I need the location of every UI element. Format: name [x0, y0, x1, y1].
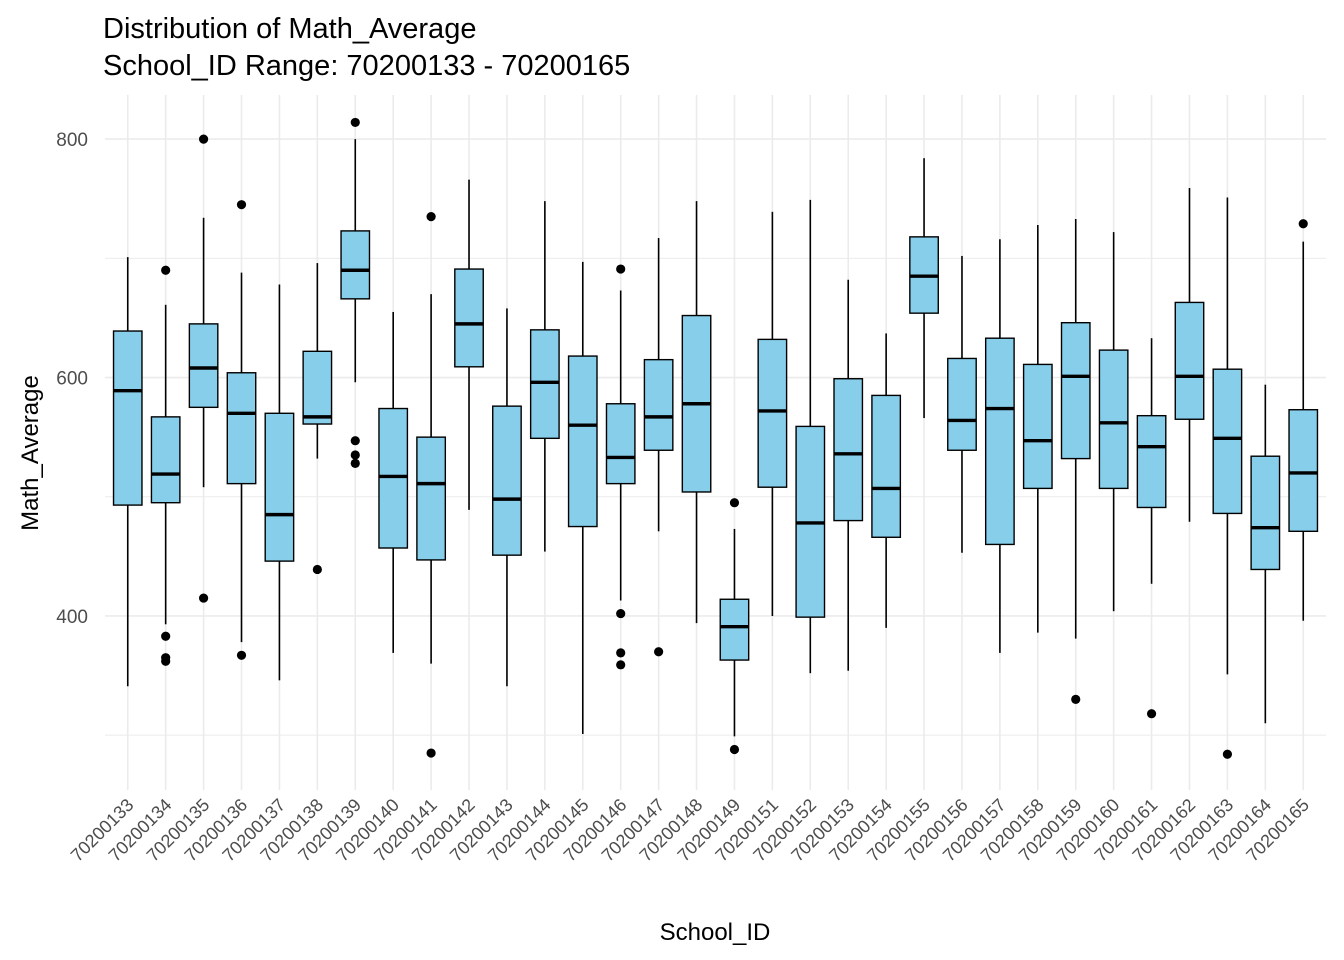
iqr-box: [1060, 321, 1091, 460]
iqr-box: [643, 358, 674, 451]
outlier-point: [161, 265, 171, 275]
iqr-box: [1288, 409, 1319, 533]
box-70200152: [795, 199, 826, 674]
iqr-box: [112, 330, 143, 506]
iqr-box: [150, 416, 181, 504]
box-70200159: [1060, 218, 1091, 704]
box-70200157: [984, 239, 1015, 653]
iqr-box: [1022, 363, 1053, 490]
outlier-point: [616, 264, 626, 274]
outlier-point: [161, 631, 171, 641]
iqr-box: [1136, 414, 1167, 509]
box-70200160: [1098, 232, 1129, 612]
iqr-box: [605, 403, 636, 485]
outlier-point: [616, 608, 626, 619]
outlier-point: [236, 650, 247, 660]
iqr-box: [871, 394, 902, 538]
chart-subtitle: School_ID Range: 70200133 - 70200165: [103, 50, 631, 82]
y-tick-label: 400: [56, 607, 88, 628]
box-70200142: [454, 179, 484, 510]
box-70200146: [605, 264, 636, 670]
iqr-box: [1098, 349, 1129, 490]
iqr-box: [833, 378, 864, 522]
y-tick-label: 800: [56, 130, 88, 151]
box-70200155: [909, 158, 939, 419]
box-70200148: [681, 201, 712, 624]
outlier-point: [1146, 709, 1157, 719]
iqr-box: [454, 268, 484, 368]
iqr-box: [188, 323, 219, 409]
iqr-box: [226, 372, 257, 485]
y-axis-ticks: 400 600 800: [56, 130, 88, 628]
box-70200161: [1136, 338, 1167, 719]
box-70200154: [871, 333, 902, 628]
box-70200143: [492, 308, 522, 687]
outlier-point: [654, 647, 664, 657]
box-70200135: [188, 134, 219, 603]
outlier-point: [312, 564, 322, 575]
x-axis-label: School_ID: [660, 919, 771, 946]
box-70200158: [1022, 224, 1053, 633]
boxes: [112, 117, 1319, 759]
box-70200134: [150, 265, 181, 666]
box-70200162: [1174, 187, 1205, 522]
box-70200137: [264, 284, 295, 681]
outlier-point: [236, 200, 247, 210]
iqr-box: [1174, 301, 1205, 420]
box-70200144: [529, 201, 560, 552]
outlier-point: [198, 593, 209, 603]
iqr-box: [984, 337, 1015, 546]
box-70200165: [1288, 219, 1319, 621]
outlier-point: [616, 660, 626, 670]
outlier-point: [426, 748, 436, 758]
outlier-point: [161, 656, 171, 666]
box-70200153: [833, 279, 864, 671]
outlier-point: [350, 458, 360, 468]
box-70200138: [302, 263, 333, 575]
outlier-point: [729, 498, 740, 508]
box-70200163: [1212, 197, 1243, 759]
outlier-point: [350, 436, 360, 446]
box-70200145: [567, 261, 598, 734]
box-70200149: [719, 498, 750, 755]
iqr-box: [340, 230, 371, 300]
outlier-point: [1298, 219, 1308, 229]
box-70200139: [340, 117, 371, 468]
iqr-box: [1250, 455, 1281, 571]
box-70200133: [112, 257, 143, 687]
outlier-point: [1071, 694, 1081, 704]
iqr-box: [302, 350, 333, 425]
box-70200164: [1250, 384, 1281, 724]
outlier-point: [729, 744, 740, 755]
iqr-box: [567, 355, 598, 528]
outlier-point: [1222, 749, 1233, 759]
chart-title: Distribution of Math_Average: [103, 13, 477, 45]
box-70200136: [226, 200, 257, 660]
y-tick-label: 600: [56, 369, 88, 390]
iqr-box: [719, 598, 750, 661]
iqr-box: [416, 436, 447, 561]
box-70200141: [416, 211, 447, 758]
box-70200156: [947, 255, 977, 553]
outlier-point: [616, 648, 626, 658]
iqr-box: [529, 329, 560, 440]
outlier-point: [198, 134, 209, 144]
iqr-box: [264, 412, 295, 562]
box-70200151: [757, 211, 788, 616]
outlier-point: [350, 450, 360, 460]
iqr-box: [757, 338, 788, 488]
outlier-point: [426, 211, 436, 222]
y-axis-label: Math_Average: [17, 375, 44, 531]
outlier-point: [350, 117, 360, 128]
iqr-box: [947, 357, 977, 451]
iqr-box: [378, 407, 409, 549]
iqr-box: [492, 405, 522, 556]
box-70200140: [378, 311, 409, 653]
box-70200147: [643, 238, 674, 657]
iqr-box: [1212, 368, 1243, 515]
x-axis-ticks: 7020013370200134702001357020013670200137…: [67, 795, 1313, 866]
